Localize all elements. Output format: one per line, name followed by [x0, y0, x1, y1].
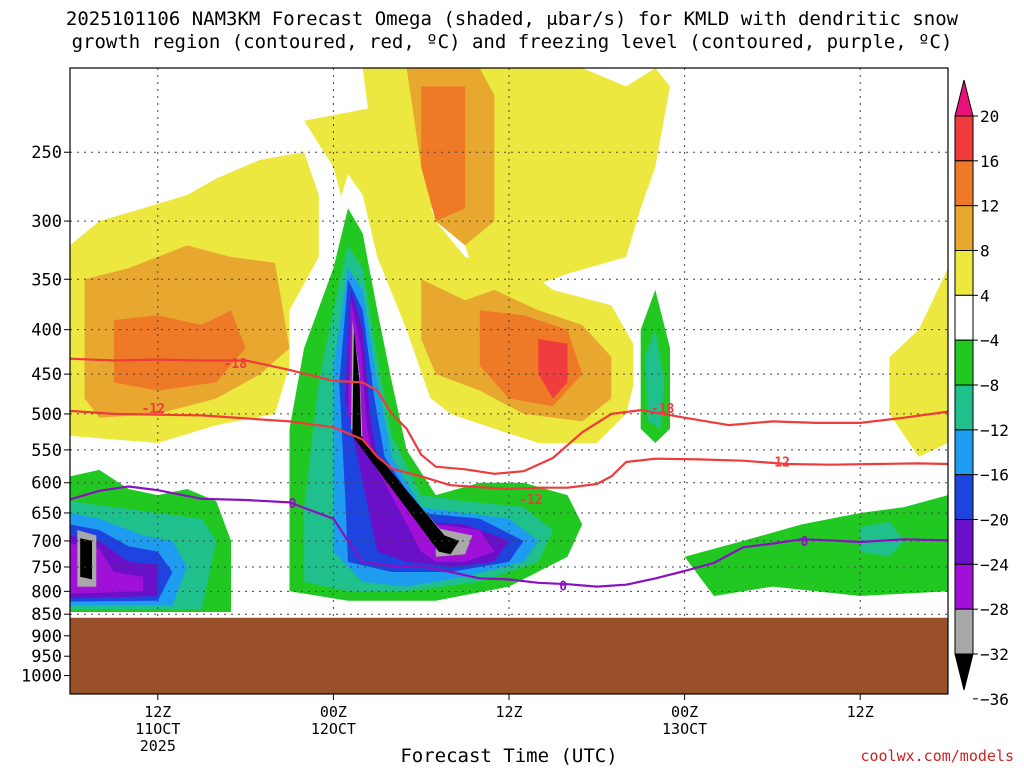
contour-label: -12 [767, 455, 790, 470]
omega-region-negative-east-band-12 [860, 521, 905, 557]
x-tick-year: 2025 [140, 737, 176, 755]
chart-title-line2: growth region (contoured, red, ºC) and f… [71, 31, 953, 53]
colorbar-swatch [954, 205, 974, 252]
ground-fill [70, 617, 948, 694]
x-tick-label: 00Z [671, 703, 698, 721]
contour-label: -18 [224, 357, 248, 372]
x-tick-label: 12Z [144, 703, 171, 721]
x-axis-title: Forecast Time (UTC) [400, 745, 618, 767]
y-axis: 2503003504004505005506006507007508008509… [21, 143, 70, 687]
chart-title-line1: 2025101106 NAM3KM Forecast Omega (shaded… [65, 8, 959, 30]
colorbar-label: 4 [980, 286, 990, 305]
colorbar-swatch [954, 384, 974, 431]
x-tick-date: 12OCT [311, 720, 356, 738]
contour-label: -18 [651, 402, 675, 417]
credit-text[interactable]: coolwx.com/models [860, 747, 1014, 765]
colorbar-label: −8 [980, 376, 999, 395]
y-tick-label: 600 [31, 474, 62, 494]
colorbar-swatch [954, 115, 974, 162]
y-tick-label: 350 [31, 270, 62, 290]
contour-dgz-lower [70, 409, 948, 491]
colorbar-label: 8 [980, 242, 990, 261]
y-tick-label: 850 [31, 605, 62, 625]
y-tick-label: 1000 [21, 667, 62, 687]
colorbar-label: 12 [980, 197, 999, 216]
contour-label: 0 [289, 497, 297, 512]
colorbar-swatch [954, 563, 974, 610]
y-tick-label: 700 [31, 532, 62, 552]
y-tick-label: 800 [31, 582, 62, 602]
contour-label: 0 [559, 580, 567, 595]
colorbar: 20 16 12 8 4 −4 −8 −12 −16 −20 −24 −28 −32 −36 [954, 79, 1009, 709]
omega-region-positive-central-12 [421, 86, 466, 222]
colorbar-swatch [954, 339, 974, 386]
colorbar-label: −4 [980, 331, 999, 350]
colorbar-label: −16 [980, 466, 1009, 485]
y-tick-label: 250 [31, 143, 62, 163]
y-tick-label: 300 [31, 212, 62, 232]
omega-shading [70, 68, 948, 615]
colorbar-label: −36 [980, 690, 1009, 709]
y-tick-label: 750 [31, 558, 62, 578]
colorbar-swatch [954, 160, 974, 207]
omega-region-negative-central-32 [351, 320, 473, 557]
colorbar-swatch [954, 474, 974, 520]
colorbar-swatch [954, 519, 974, 565]
colorbar-swatch [954, 250, 974, 296]
ground-layer [70, 617, 948, 694]
y-tick-label: 550 [31, 441, 62, 461]
omega-region-negative-east-column-12 [645, 329, 665, 429]
omega-region-negative-west-36 [80, 538, 92, 580]
contour-freezing-level [70, 485, 948, 588]
colorbar-label: −24 [980, 555, 1009, 574]
colorbar-cap-bottom [954, 653, 974, 691]
y-tick-label: 500 [31, 405, 62, 425]
contours: -18 -12 -12 -18 -12 0 0 0 [70, 357, 948, 595]
colorbar-swatch [954, 294, 974, 341]
y-tick-label: 650 [31, 504, 62, 524]
x-tick-date: 13OCT [662, 720, 707, 738]
contour-label: 0 [801, 535, 809, 550]
colorbar-label: −28 [980, 600, 1009, 619]
y-tick-label: 900 [31, 627, 62, 647]
x-tick-date: 11OCT [135, 720, 180, 738]
x-tick-label: 00Z [320, 703, 347, 721]
omega-region-negative-east-band-8 [684, 495, 948, 596]
colorbar-swatch [954, 429, 974, 476]
omega-region-negative-central-24 [345, 289, 509, 567]
x-tick-label: 12Z [495, 703, 522, 721]
omega-region-negative-east-low [626, 551, 685, 601]
colorbar-label: 20 [980, 107, 999, 126]
contour-label: -12 [519, 493, 542, 508]
contour-dgz-upper [70, 357, 948, 475]
colorbar-cap-top [954, 79, 974, 117]
colorbar-swatch [954, 608, 974, 655]
colorbar-label: −32 [980, 645, 1009, 664]
omega-region-positive-far-east [889, 268, 948, 457]
y-tick-label: 450 [31, 365, 62, 385]
x-tick-label: 12Z [847, 703, 874, 721]
colorbar-label: 16 [980, 152, 999, 171]
y-tick-label: 950 [31, 647, 62, 667]
colorbar-label: −12 [980, 421, 1009, 440]
y-tick-label: 400 [31, 321, 62, 341]
omega-region-positive-east-16 [538, 339, 568, 399]
omega-region-positive-west-12 [113, 310, 246, 391]
contour-label: -12 [142, 402, 165, 417]
colorbar-label: −20 [980, 511, 1009, 530]
